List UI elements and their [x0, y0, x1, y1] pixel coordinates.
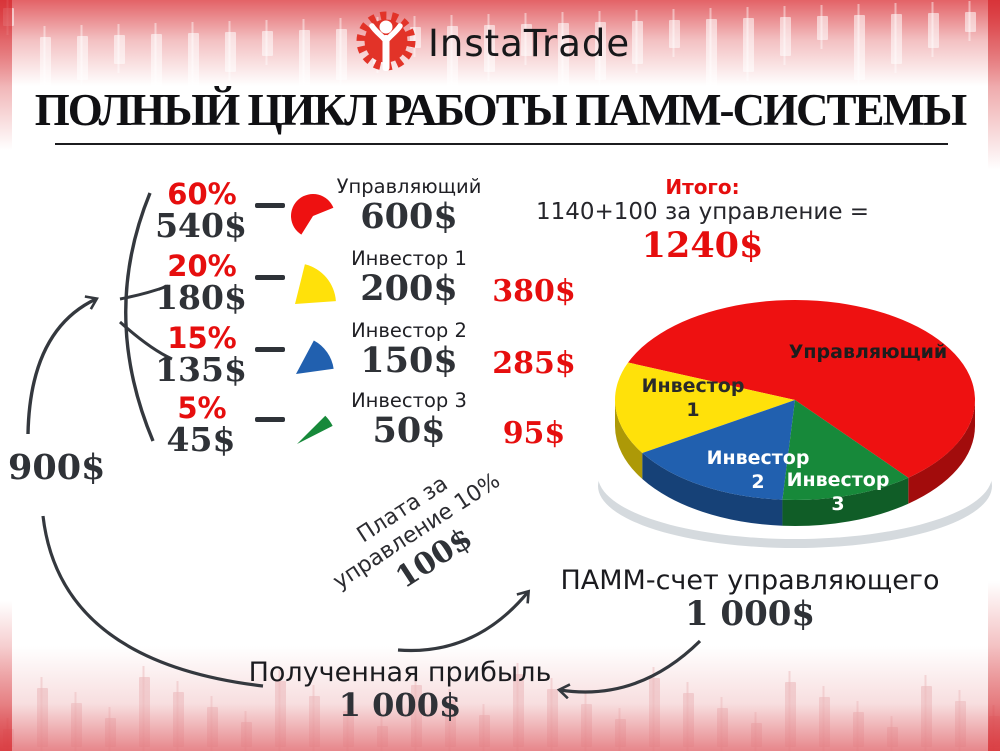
- gear-person-icon: [356, 11, 416, 71]
- pie-slice-label: Инвестор: [787, 469, 890, 491]
- pie-slice-label: Управляющий: [789, 341, 947, 363]
- total-summary: Итого: 1140+100 за управление = 1240$: [505, 176, 900, 267]
- row-value: 600$: [360, 196, 458, 237]
- row-label: Инвестор 1: [351, 247, 467, 270]
- pie-slice-label: 2: [751, 471, 764, 493]
- row-amount: 45$: [166, 420, 236, 459]
- curve-profit-to-900: [41, 515, 264, 688]
- row-total: 285$: [492, 346, 576, 381]
- row-dash: [255, 275, 285, 280]
- row-percent: 5%: [177, 391, 227, 425]
- row-label: Инвестор 2: [351, 319, 467, 342]
- summary-total: 1240$: [641, 225, 764, 267]
- pie-slice-side: [642, 452, 783, 526]
- row-value: 50$: [372, 410, 446, 451]
- arrow-pamm-to-profit: [560, 639, 702, 692]
- pie-slice-icon: [288, 400, 338, 458]
- row-total: 95$: [502, 416, 566, 451]
- brand-logo: InstaTrade: [356, 8, 656, 78]
- left-bottom-edge-strip: [0, 601, 12, 751]
- row-amount: 540$: [155, 206, 247, 245]
- fork-branch-investor2: [118, 320, 173, 361]
- profit-label: Полученная прибыль: [248, 657, 552, 688]
- row-value: 200$: [360, 268, 458, 309]
- row-percent: 60%: [167, 177, 237, 211]
- pie-slice-3: [642, 400, 795, 500]
- row-dash: [255, 203, 285, 208]
- pie-slice-icon: [288, 258, 338, 316]
- pamm-account-label: ПАММ-счет управляющего: [560, 565, 940, 596]
- pie-slice-side: [908, 400, 975, 504]
- pie-slice-label: 1: [686, 399, 699, 421]
- row-dash: [255, 347, 285, 352]
- right-bottom-edge-strip: [988, 581, 1000, 751]
- profit-block: Полученная прибыль 1 000$: [245, 658, 555, 723]
- row-label: Управляющий: [336, 175, 482, 198]
- candlestick-pattern-top: [3, 0, 976, 110]
- pamm-account-amount: 1 000$: [684, 593, 816, 634]
- slice-shape: [297, 415, 333, 444]
- pie-slice-4: [782, 400, 909, 500]
- slice-shape: [291, 194, 334, 235]
- fork-arc: [124, 192, 155, 442]
- brand-name: InstaTrade: [428, 21, 631, 65]
- row-label: Инвестор 3: [351, 389, 467, 412]
- slice-shape: [296, 340, 334, 374]
- row-value: 150$: [360, 340, 458, 381]
- pie-slice-1: [628, 300, 975, 478]
- fork-branch-investor1: [119, 284, 169, 301]
- pie-slice-label: Инвестор: [707, 447, 810, 469]
- start-amount: 900$: [8, 447, 106, 488]
- pamm-account-block: ПАММ-счет управляющего 1 000$: [555, 566, 945, 633]
- page-title: ПОЛНЫЙ ЦИКЛ РАБОТЫ ПАММ-СИСТЕМЫ: [34, 85, 967, 135]
- row-total: 380$: [492, 274, 576, 309]
- title-underline: [55, 143, 948, 145]
- top-candlestick-band: [0, 0, 1000, 105]
- row-percent: 15%: [167, 321, 237, 355]
- row-dash: [255, 417, 285, 422]
- left-top-edge-strip: [0, 0, 12, 150]
- arrow-900-to-fork: [26, 299, 96, 435]
- summary-formula: 1140+100 за управление =: [535, 199, 870, 225]
- row-percent: 20%: [167, 249, 237, 283]
- row-amount: 180$: [155, 278, 247, 317]
- row-amount: 135$: [155, 350, 247, 389]
- right-top-edge-strip: [988, 0, 1000, 170]
- pie-slice-side: [615, 400, 643, 479]
- arrow-fee-to-pamm: [397, 592, 528, 653]
- pie-slice-2: [615, 362, 795, 453]
- slice-shape: [295, 264, 336, 304]
- summary-label: Итого:: [665, 175, 740, 199]
- pie-slice-icon: [288, 186, 338, 244]
- pie-slice-icon: [288, 330, 338, 388]
- pie-slice-label: Инвестор: [642, 375, 745, 397]
- pie-slice-label: 3: [831, 493, 844, 515]
- pie-slice-side: [782, 477, 909, 526]
- profit-amount: 1 000$: [338, 685, 462, 724]
